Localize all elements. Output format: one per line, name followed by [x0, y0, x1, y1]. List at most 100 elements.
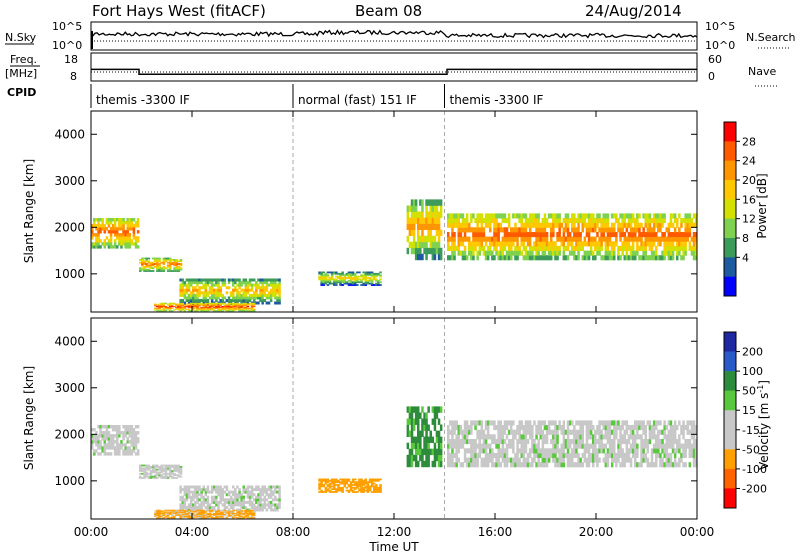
- velocity-colorbar-tick-label: -15: [742, 424, 760, 437]
- power-cell-band-c: [229, 291, 233, 295]
- power-cell-band-g: [615, 241, 618, 247]
- power-cell-band-g: [638, 255, 641, 261]
- power-cell-band-f: [425, 217, 428, 224]
- power-cell-band-e: [364, 282, 367, 285]
- velocity-cell-band-e: [362, 488, 365, 491]
- power-cell-band-b: [143, 268, 146, 271]
- power-cell-band-d: [164, 309, 168, 311]
- velocity-cell-band-g: [571, 420, 574, 426]
- noise-left-tick-top: 10^5: [52, 20, 82, 33]
- velocity-cell-band-g: [627, 434, 631, 440]
- power-cell-band-d: [232, 308, 235, 310]
- power-cell-band-g: [638, 227, 641, 233]
- velocity-cell-band-g: [577, 457, 580, 463]
- power-cell-band-g: [493, 241, 496, 247]
- power-cell-band-g: [648, 232, 652, 238]
- velocity-cell-band-c: [236, 495, 239, 499]
- velocity-cell-band-g: [535, 443, 538, 449]
- velocity-cell-band-b: [160, 474, 163, 477]
- velocity-cell-band-f: [417, 412, 420, 419]
- power-cell-band-g: [592, 222, 595, 228]
- velocity-cell-band-g: [587, 429, 591, 435]
- power-cell-band-d: [183, 304, 187, 306]
- velocity-cell-band-g: [476, 462, 479, 468]
- velocity-cell-band-f: [412, 424, 416, 431]
- power-cell-band-d: [198, 304, 201, 306]
- power-cell-band-d: [227, 309, 231, 311]
- power-cell-band-c: [219, 288, 222, 292]
- velocity-cell-band-f: [427, 448, 430, 456]
- power-cell-band-g: [564, 255, 568, 261]
- power-cell-band-g: [461, 255, 465, 261]
- power-cell-band-d: [234, 304, 237, 306]
- velocity-cell-band-g: [623, 420, 626, 426]
- velocity-cell-band-g: [634, 420, 637, 426]
- velocity-cell-band-b: [175, 474, 178, 477]
- power-cell-band-b: [169, 267, 172, 270]
- velocity-cell-band-d: [198, 511, 201, 513]
- power-cell-band-g: [568, 236, 572, 242]
- velocity-cell-band-d: [240, 511, 243, 513]
- power-cell-band-c: [274, 278, 277, 282]
- velocity-cell-band-g: [522, 443, 526, 449]
- power-cell-band-e: [375, 279, 378, 282]
- power-cell-band-g: [594, 227, 597, 233]
- power-cell-band-c: [232, 293, 235, 297]
- velocity-cell-band-a: [93, 434, 96, 438]
- velocity-cell-band-c: [189, 495, 193, 499]
- velocity-cell-band-b: [169, 475, 172, 478]
- power-cell-band-a: [95, 239, 98, 243]
- velocity-cell-band-a: [132, 449, 136, 453]
- velocity-cell-band-g: [573, 439, 576, 445]
- power-cell-band-c: [192, 299, 195, 302]
- velocity-cell-band-d: [179, 511, 182, 513]
- power-cell-band-c: [185, 288, 189, 292]
- velocity-cell-band-d: [168, 513, 172, 515]
- velocity-cell-band-b: [158, 467, 161, 470]
- power-cell-band-g: [680, 222, 683, 228]
- velocity-cell-band-g: [474, 425, 477, 431]
- velocity-cell-band-f: [410, 430, 414, 437]
- velocity-cell-band-f: [439, 406, 443, 413]
- power-cell-band-g: [575, 255, 578, 261]
- velocity-cell-band-e: [362, 482, 365, 485]
- power-cell-band-g: [600, 241, 603, 247]
- power-cell-band-d: [175, 308, 178, 310]
- power-cell-band-g: [682, 236, 685, 242]
- power-cell-band-c: [213, 288, 216, 292]
- power-cell-band-g: [615, 218, 618, 224]
- power-cell-band-e: [351, 277, 355, 279]
- power-cell-band-d: [244, 307, 248, 309]
- power-cell-band-g: [587, 236, 591, 242]
- velocity-cell-band-c: [257, 485, 260, 489]
- velocity-cell-band-d: [202, 509, 205, 511]
- velocity-cell-band-g: [610, 457, 614, 463]
- velocity-cell-band-g: [531, 457, 534, 463]
- velocity-colorbar-frame: [723, 331, 737, 509]
- velocity-cell-band-g: [486, 457, 490, 463]
- power-cell-band-g: [669, 255, 673, 261]
- velocity-cell-band-c: [194, 493, 197, 497]
- velocity-cell-band-c: [272, 490, 275, 494]
- velocity-cell-band-g: [671, 429, 675, 435]
- power-cell-band-g: [453, 241, 456, 247]
- power-cell-band-a: [111, 224, 115, 228]
- velocity-cell-band-c: [185, 498, 189, 502]
- power-cell-band-g: [470, 255, 473, 261]
- power-cell-band-b: [164, 259, 168, 261]
- power-cell-band-e: [333, 279, 336, 282]
- velocity-cell-band-d: [162, 517, 165, 519]
- power-cell-band-d: [227, 306, 231, 309]
- power-cell-band-a: [128, 224, 131, 228]
- power-cell-band-c: [255, 293, 258, 297]
- power-cell-band-d: [242, 309, 245, 311]
- velocity-cell-band-g: [550, 429, 553, 435]
- power-cell-band-d: [206, 309, 210, 311]
- velocity-cell-band-d: [177, 511, 180, 513]
- power-cell-band-c: [274, 283, 277, 287]
- velocity-cell-band-g: [560, 425, 563, 431]
- power-cell-band-d: [204, 310, 208, 312]
- velocity-cell-band-b: [149, 474, 153, 477]
- power-cell-band-d: [168, 306, 172, 308]
- noise-left-tick-bottom: 10^0: [52, 39, 82, 52]
